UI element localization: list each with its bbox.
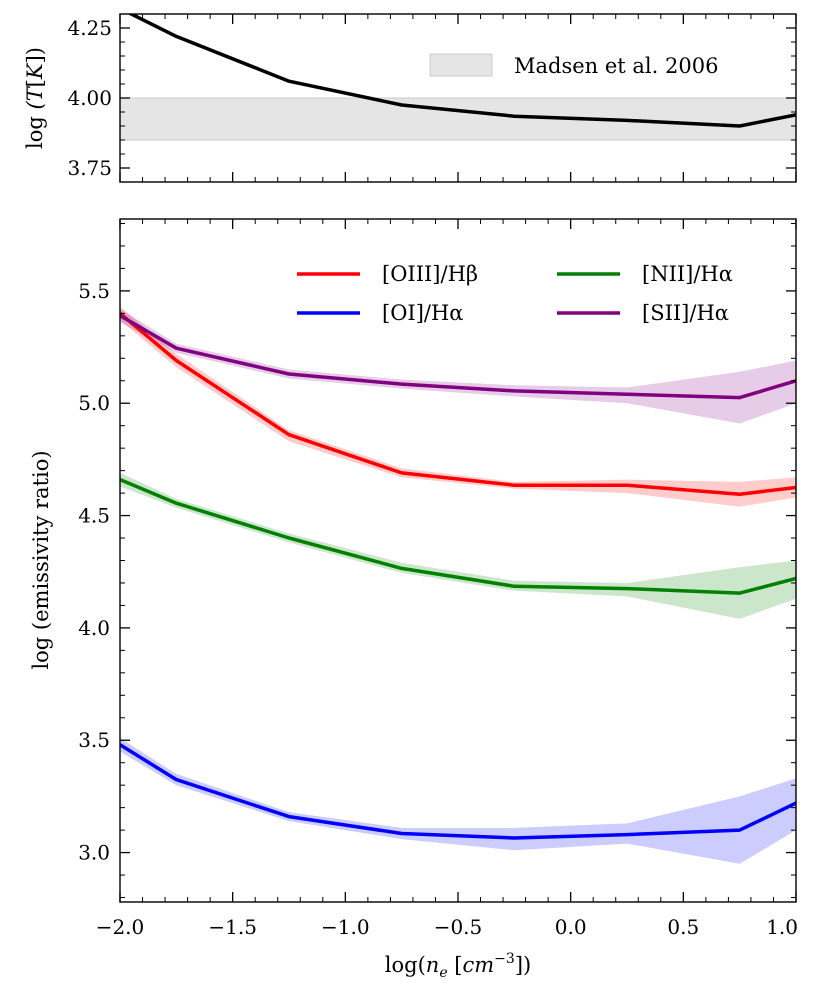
uncertainty-band-niih xyxy=(120,472,796,619)
madsen-legend-label: Madsen et al. 2006 xyxy=(514,54,718,78)
uncertainty-band-oih xyxy=(120,738,796,864)
series-line-oiiih xyxy=(120,312,796,496)
series-line-temperature xyxy=(127,14,796,128)
top-ylabel: log (T[K]) xyxy=(23,47,47,149)
legend-label-nii: [NII]/Hα xyxy=(642,262,733,286)
bottom-y-tick-label: 5.0 xyxy=(78,391,110,415)
madsen-2006-band xyxy=(120,98,796,140)
uncertainty-band-siih xyxy=(120,308,796,424)
top-panel: 3.75 4.00 4.25 Madsen et al. 2006 log (T[K… xyxy=(23,13,797,183)
bottom-y-tick-label: 4.5 xyxy=(78,504,110,528)
bottom-x-tick-label: −1.5 xyxy=(208,915,257,939)
bottom-x-tick-label: 0.0 xyxy=(555,915,587,939)
bottom-x-tick-label: 1.0 xyxy=(766,915,798,939)
top-y-tick-label: 4.25 xyxy=(67,16,112,40)
bottom-x-tick-label: −1.0 xyxy=(321,915,370,939)
legend: [OIII]/Hβ [OI]/Hα [NII]/Hα [SII]/Hα xyxy=(297,262,733,325)
bottom-x-tick-label: −0.5 xyxy=(434,915,483,939)
series-line-oih xyxy=(120,743,796,840)
series-line-siih xyxy=(120,314,796,400)
legend-label-oi: [OI]/Hα xyxy=(382,301,463,325)
top-y-tick-label: 4.00 xyxy=(67,86,112,110)
top-y-tick-label: 3.75 xyxy=(67,156,112,180)
bottom-x-tick-label: 0.5 xyxy=(667,915,699,939)
bottom-xlabel: log(ne [cm−3]) xyxy=(385,951,531,981)
uncertainty-band-oiiih xyxy=(120,306,796,507)
series-line-niih xyxy=(120,477,796,595)
bottom-ylabel: log (emissivity ratio) xyxy=(29,450,53,669)
legend-label-oiii: [OIII]/Hβ xyxy=(382,262,478,286)
bottom-panel: 3.0 3.5 4.0 4.5 5.0 5.5 −2.0 −1.5 −1.0 −0.5 0.0 0.5… xyxy=(29,218,798,981)
legend-label-sii: [SII]/Hα xyxy=(642,301,729,325)
bottom-x-tick-label: −2.0 xyxy=(96,915,145,939)
bottom-y-tick-label: 5.5 xyxy=(78,279,110,303)
bottom-y-tick-label: 3.0 xyxy=(78,841,110,865)
madsen-legend-swatch xyxy=(429,53,493,77)
bottom-y-tick-label: 3.5 xyxy=(78,728,110,752)
bottom-y-tick-label: 4.0 xyxy=(78,616,110,640)
